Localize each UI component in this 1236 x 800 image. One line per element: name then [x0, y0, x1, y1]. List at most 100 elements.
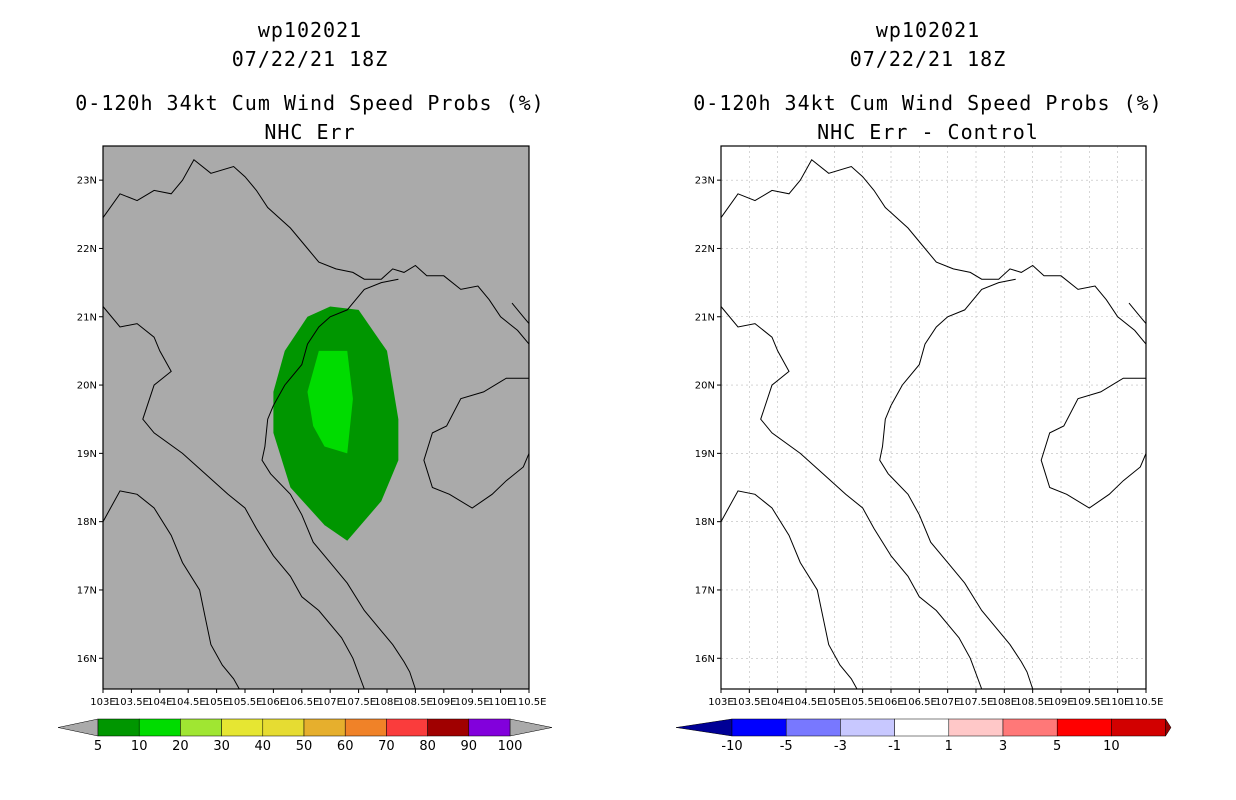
colorbar-swatch [262, 718, 305, 737]
colorbar-swatch [731, 718, 787, 737]
left-map-panel: 23N22N21N20N19N18N17N16N103E103.5E104E10… [57, 145, 553, 754]
colorbar-label: 5 [94, 739, 102, 754]
colorbar-swatch [427, 718, 470, 737]
coastline [1128, 302, 1147, 324]
lon-label: 103.5E [732, 697, 767, 708]
lon-label: 106E [261, 697, 286, 708]
right-title-line1: wp102021 [875, 18, 981, 42]
lon-label: 110.5E [1129, 697, 1164, 708]
right-map-frame [720, 145, 1147, 690]
lon-label: 107E [935, 697, 960, 708]
lat-label: 22N [695, 244, 715, 255]
lon-label: 108E [992, 697, 1017, 708]
colorbar-label: -1 [888, 739, 901, 754]
coastline [890, 278, 1016, 406]
lon-label: 104E [147, 697, 172, 708]
coastline [720, 158, 1147, 345]
lon-label: 110E [488, 697, 513, 708]
left-title-line2: 07/22/21 18Z [231, 47, 389, 71]
left-title-line4: NHC Err [264, 120, 356, 144]
coastline [720, 490, 858, 690]
colorbar-swatch [180, 718, 222, 737]
colorbar-label: 80 [419, 739, 436, 754]
coastline [1040, 377, 1147, 509]
colorbar-swatch [344, 718, 387, 737]
lat-label: 16N [695, 654, 715, 665]
colorbar-arrow-low [57, 718, 99, 737]
right-map-background [721, 146, 1146, 689]
colorbar-label: 60 [337, 739, 354, 754]
lat-label: 23N [695, 176, 715, 187]
colorbar-label: 70 [378, 739, 395, 754]
coastline [102, 306, 365, 690]
lat-label: 16N [77, 654, 97, 665]
colorbar-swatch [894, 718, 950, 737]
coastline [261, 405, 416, 690]
colorbar-swatch [138, 718, 181, 737]
lat-label: 23N [77, 176, 97, 187]
lon-label: 109E [431, 697, 456, 708]
colorbar-label: -10 [721, 739, 742, 754]
colorbar-arrow-high [509, 718, 553, 737]
lat-label: 19N [77, 449, 97, 460]
colorbar-label: 90 [461, 739, 478, 754]
right-title-line4: NHC Err - Control [817, 120, 1039, 144]
right-map-panel: 23N22N21N20N19N18N17N16N103E103.5E104E10… [675, 145, 1172, 754]
right-title-line3: 0-120h 34kt Cum Wind Speed Probs (%) [693, 91, 1163, 115]
lat-label: 21N [695, 312, 715, 323]
left-title-line3: 0-120h 34kt Cum Wind Speed Probs (%) [75, 91, 545, 115]
right-title-line2: 07/22/21 18Z [849, 47, 1007, 71]
colorbar-swatch [221, 718, 264, 737]
lat-label: 18N [695, 517, 715, 528]
lon-label: 104E [765, 697, 790, 708]
coastline [511, 302, 530, 324]
colorbar-label: 100 [498, 739, 523, 754]
colorbar-label: 30 [213, 739, 230, 754]
coastline [102, 490, 240, 690]
coastline [102, 158, 530, 345]
lat-label: 17N [695, 585, 715, 596]
lon-label: 103E [708, 697, 733, 708]
colorbar-swatch [785, 718, 841, 737]
lon-label: 110.5E [512, 697, 547, 708]
colorbar-swatch [1111, 718, 1166, 737]
colorbar-swatch [97, 718, 140, 737]
colorbar-arrow-high [1165, 718, 1172, 737]
lat-label: 19N [695, 449, 715, 460]
colorbar-swatch [948, 718, 1004, 737]
lon-label: 108.5E [398, 697, 433, 708]
colorbar-label: 5 [1053, 739, 1061, 754]
lon-label: 105E [822, 697, 847, 708]
colorbar-label: -5 [780, 739, 793, 754]
lat-label: 21N [77, 312, 97, 323]
left-map-frame [102, 145, 530, 690]
lon-label: 106E [878, 697, 903, 708]
colorbar-swatch [468, 718, 511, 737]
coastline [879, 405, 1034, 690]
lon-label: 105E [204, 697, 229, 708]
colorbar-label: 20 [172, 739, 189, 754]
lon-label: 104.5E [789, 697, 824, 708]
colorbar-label: 50 [296, 739, 313, 754]
lon-label: 109E [1048, 697, 1073, 708]
lon-label: 110E [1105, 697, 1130, 708]
coastline [423, 377, 530, 509]
lon-label: 107.5E [959, 697, 994, 708]
left-title-line1: wp102021 [257, 18, 363, 42]
colorbar-label: 1 [945, 739, 953, 754]
colorbar-label: 10 [1103, 739, 1120, 754]
coastline [720, 306, 983, 690]
lon-label: 108E [374, 697, 399, 708]
lon-label: 103E [90, 697, 115, 708]
lon-label: 109.5E [1072, 697, 1107, 708]
colorbar-swatch [840, 718, 895, 737]
lat-label: 18N [77, 517, 97, 528]
colorbar-arrow-low [675, 718, 733, 737]
lat-label: 22N [77, 244, 97, 255]
lon-label: 106.5E [284, 697, 319, 708]
lon-label: 106.5E [902, 697, 937, 708]
lon-label: 104.5E [171, 697, 206, 708]
lon-label: 103.5E [114, 697, 149, 708]
lon-label: 105.5E [228, 697, 263, 708]
lon-label: 108.5E [1015, 697, 1050, 708]
